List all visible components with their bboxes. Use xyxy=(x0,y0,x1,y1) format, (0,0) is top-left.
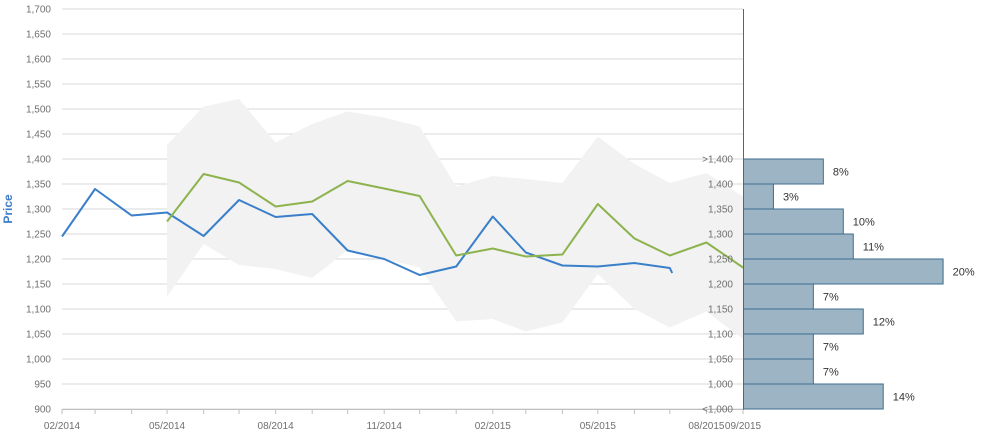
y-tick-label: 1,200 xyxy=(26,255,51,266)
y-tick-label: 1,700 xyxy=(26,5,51,16)
x-tick-label: 02/2014 xyxy=(44,421,81,432)
x-tick-label: 11/2014 xyxy=(367,421,403,432)
distribution-bar xyxy=(743,233,854,260)
y-tick-label: 1,350 xyxy=(26,180,51,191)
y-tick-label: 1,450 xyxy=(26,130,51,141)
distribution-bar-label: 10% xyxy=(853,217,875,229)
distribution-bar-label: 3% xyxy=(783,192,799,204)
y-tick-label: 1,100 xyxy=(26,305,51,316)
distribution-bar xyxy=(743,258,944,285)
distribution-bar xyxy=(743,208,844,235)
x-tick-label: 05/2014 xyxy=(149,421,186,432)
y-tick-labels: 900 950 1,000 1,050 1,100 1,150 1,200 1,250 1,30… xyxy=(26,5,51,416)
distribution-bar xyxy=(743,383,884,410)
x-tick-labels: 02/2014 05/2014 08/2014 11/2014 02/2015 05/20… xyxy=(44,421,762,432)
distribution-boundary-label: 1,200 xyxy=(708,280,733,291)
y-tick-label: 1,150 xyxy=(26,280,51,291)
series-line-2 xyxy=(166,173,777,269)
distribution-bar xyxy=(743,308,864,335)
distribution-bars: 8% 3% 10% 11% 20% 7% 12% 7% 7% 14% >1,400 1,400 1,35… xyxy=(702,155,975,416)
distribution-bar-label: 7% xyxy=(823,342,839,354)
distribution-bar-label: 12% xyxy=(873,317,895,329)
distribution-bar-label: 11% xyxy=(863,242,884,254)
distribution-boundary-label: <1,000 xyxy=(702,405,733,416)
series-lines xyxy=(61,173,777,276)
distribution-bar xyxy=(743,183,774,210)
y-tick-label: 1,300 xyxy=(26,205,51,216)
distribution-bar-label: 7% xyxy=(823,367,839,379)
distribution-boundary-label: 1,250 xyxy=(708,255,733,266)
range-band-area xyxy=(167,99,743,339)
distribution-boundary-label: 1,150 xyxy=(708,305,733,316)
x-tick-label: 02/2015 xyxy=(475,421,512,432)
distribution-bar-label: 8% xyxy=(833,167,849,179)
y-tick-label: 1,250 xyxy=(26,230,51,241)
distribution-bar xyxy=(743,333,814,360)
distribution-boundary-label: 1,300 xyxy=(708,230,733,241)
distribution-bar-label: 20% xyxy=(953,267,975,279)
y-tick-label: 1,400 xyxy=(26,155,51,166)
distribution-boundary-label: 1,100 xyxy=(708,330,733,341)
x-tick-label: 09/2015 xyxy=(725,421,762,432)
distribution-bar-label: 7% xyxy=(823,292,839,304)
y-tick-label: 1,650 xyxy=(26,30,51,41)
y-tick-label: 900 xyxy=(34,405,51,416)
distribution-boundary-label: 1,400 xyxy=(708,180,733,191)
y-axis-label: Price xyxy=(1,194,15,224)
x-tick-label: 05/2015 xyxy=(580,421,617,432)
y-tick-label: 1,600 xyxy=(26,55,51,66)
distribution-bar xyxy=(743,358,814,385)
distribution-bar xyxy=(743,283,814,310)
y-tick-label: 950 xyxy=(34,380,51,391)
distribution-boundary-label: 1,050 xyxy=(708,355,733,366)
y-tick-label: 1,500 xyxy=(26,105,51,116)
y-tick-label: 1,000 xyxy=(26,355,51,366)
distribution-bar xyxy=(743,158,824,185)
distribution-boundary-label: 1,000 xyxy=(708,380,733,391)
distribution-boundary-label: 1,350 xyxy=(708,205,733,216)
distribution-bar-label: 14% xyxy=(893,392,915,404)
y-tick-label: 1,050 xyxy=(26,330,51,341)
y-tick-label: 1,550 xyxy=(26,80,51,91)
x-tick-label: 08/2015 xyxy=(688,421,725,432)
range-band xyxy=(167,99,743,339)
distribution-boundary-label: >1,400 xyxy=(702,155,733,166)
series-line-1 xyxy=(61,188,674,276)
x-tick-label: 08/2014 xyxy=(258,421,295,432)
